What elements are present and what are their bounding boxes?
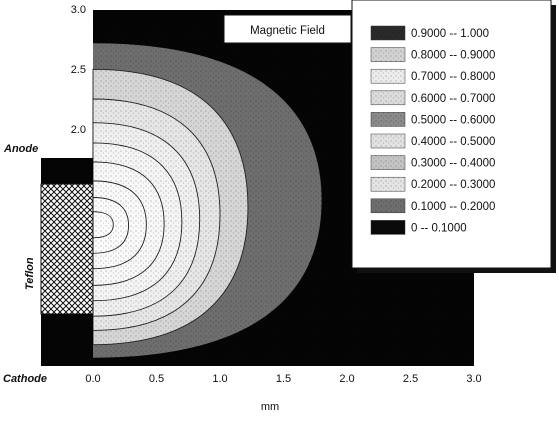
legend-label: 0.5000 -- 0.6000 (411, 114, 495, 126)
legend-label: 0.1000 -- 0.2000 (411, 201, 495, 213)
legend-swatch-texture (371, 134, 405, 148)
x-tick-label: 2.5 (403, 373, 418, 385)
x-tick-label: 0.5 (149, 373, 164, 385)
legend-items: 0.9000 -- 1.000 0.8000 -- 0.9000 0.7000 --… (370, 25, 495, 235)
y-tick-label: 3.0 (71, 4, 86, 16)
legend-swatch-texture (371, 47, 405, 62)
y-tick-labels: 3.0 2.5 2.0 (71, 4, 86, 136)
legend-swatch-texture (371, 112, 405, 127)
legend-label: 0.4000 -- 0.5000 (411, 136, 495, 148)
title-box-background (223, 14, 352, 44)
x-tick-label: 1.0 (212, 373, 227, 385)
legend-label: 0 -- 0.1000 (411, 222, 467, 234)
legend-label: 0.2000 -- 0.3000 (411, 179, 495, 191)
anode-block (41, 158, 93, 184)
legend-swatch-texture (371, 220, 405, 235)
legend-label: 0.6000 -- 0.7000 (411, 93, 495, 105)
legend-swatch-texture (371, 26, 405, 40)
legend-label: 0.8000 -- 0.9000 (411, 50, 495, 62)
cathode-label: Cathode (3, 373, 47, 385)
legend-swatch-texture (371, 177, 405, 192)
legend-swatch-texture (371, 69, 405, 84)
cathode-block (41, 314, 93, 366)
chart-title-box: Magnetic Field (223, 14, 352, 44)
electrode-column (40, 158, 94, 366)
legend-label: 0.7000 -- 0.8000 (411, 71, 495, 83)
legend-swatch-texture (371, 198, 405, 213)
chart-title: Magnetic Field (250, 25, 325, 37)
x-tick-label: 2.0 (339, 373, 354, 385)
teflon-label: Teflon (24, 257, 36, 290)
x-tick-label: 1.5 (276, 373, 291, 385)
y-tick-label: 2.5 (71, 64, 86, 76)
y-tick-label: 2.0 (71, 124, 86, 136)
legend-label: 0.3000 -- 0.4000 (411, 158, 495, 170)
legend: 0.9000 -- 1.000 0.8000 -- 0.9000 0.7000 --… (351, 0, 556, 273)
x-tick-label: 3.0 (466, 373, 481, 385)
legend-swatch-texture (371, 155, 405, 170)
x-tick-labels: 0.0 0.5 1.0 1.5 2.0 2.5 3.0 (85, 373, 481, 385)
anode-label: Anode (3, 143, 38, 155)
legend-swatch-texture (371, 90, 405, 105)
teflon-insulator (40, 183, 94, 315)
x-tick-label: 0.0 (85, 373, 100, 385)
x-axis-title: mm (261, 401, 279, 413)
legend-label: 0.9000 -- 1.000 (411, 28, 489, 40)
